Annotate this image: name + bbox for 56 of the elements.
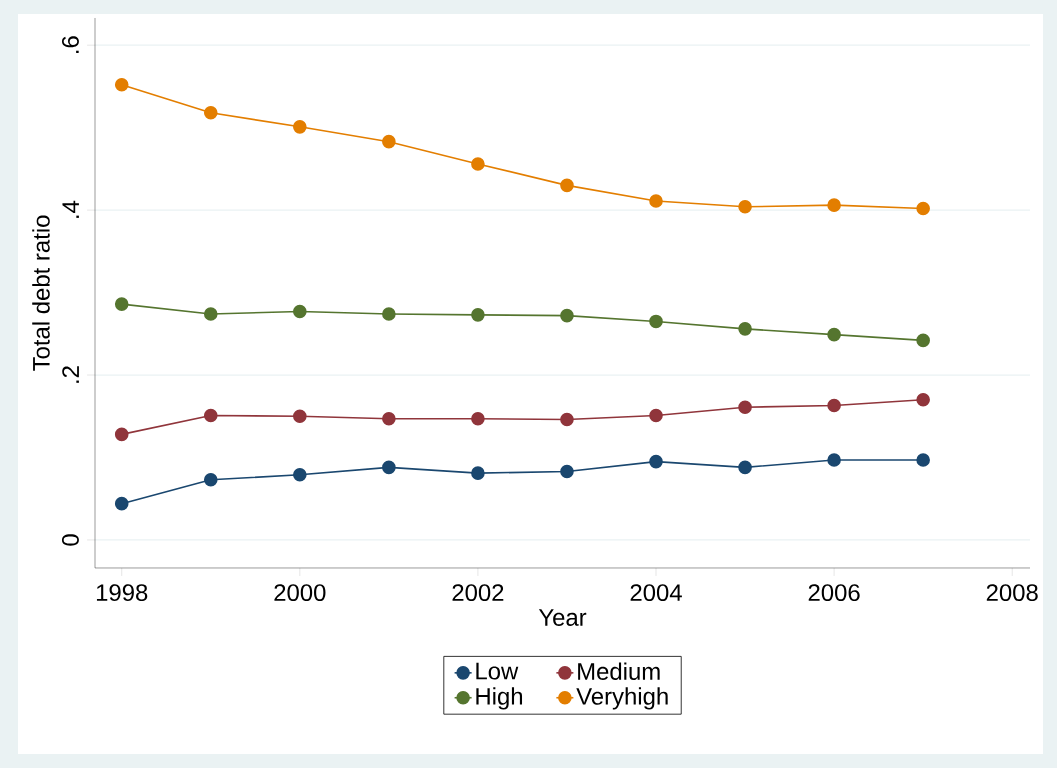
- point: [382, 411, 396, 426]
- point: [916, 201, 930, 216]
- x-tick-label: 2008: [986, 584, 1038, 602]
- point: [827, 453, 841, 467]
- point: [827, 327, 841, 342]
- point: [382, 134, 396, 149]
- point: [293, 304, 307, 319]
- point: [382, 307, 396, 321]
- y-tick-label: 0: [61, 534, 79, 546]
- point: [649, 194, 663, 208]
- point: [916, 333, 930, 348]
- legend-label: Medium: [578, 662, 660, 680]
- point: [471, 411, 485, 426]
- legend-label: Veryhigh: [576, 687, 668, 710]
- y-axis-title: Total debt ratio: [32, 215, 50, 371]
- point: [738, 200, 752, 214]
- point: [293, 468, 307, 482]
- point: [382, 460, 396, 475]
- x-axis-title: Year: [538, 609, 587, 626]
- point: [114, 496, 129, 511]
- x-tick-label: 2000: [274, 584, 326, 602]
- point: [293, 409, 307, 424]
- x-tick-label: 2002: [452, 584, 504, 602]
- point: [827, 398, 841, 413]
- legend-label: Low: [476, 662, 519, 680]
- point: [560, 178, 574, 193]
- y-tick-label: .6: [61, 36, 79, 53]
- legend-label: High: [476, 687, 523, 710]
- point: [114, 297, 129, 311]
- point: [560, 464, 574, 479]
- point: [114, 427, 129, 442]
- point: [203, 472, 218, 487]
- point: [560, 308, 574, 323]
- point: [203, 307, 218, 321]
- point: [649, 454, 663, 469]
- point: [203, 408, 218, 423]
- point: [649, 408, 663, 423]
- point: [560, 412, 574, 427]
- point: [293, 120, 307, 134]
- point: [471, 466, 485, 480]
- point: [203, 106, 218, 120]
- point: [916, 453, 930, 467]
- point: [471, 157, 485, 171]
- y-tick-label: .4: [62, 200, 79, 218]
- point: [114, 77, 129, 92]
- point: [916, 392, 930, 407]
- point: [649, 314, 663, 329]
- x-tick-label: 1998: [96, 584, 148, 602]
- point: [738, 400, 752, 414]
- point: [738, 322, 752, 336]
- point: [827, 198, 841, 212]
- point: [471, 308, 485, 322]
- x-tick-label: 2004: [630, 584, 682, 602]
- y-tick-label: .2: [62, 366, 79, 383]
- x-tick-label: 2006: [808, 584, 860, 602]
- point: [738, 460, 752, 475]
